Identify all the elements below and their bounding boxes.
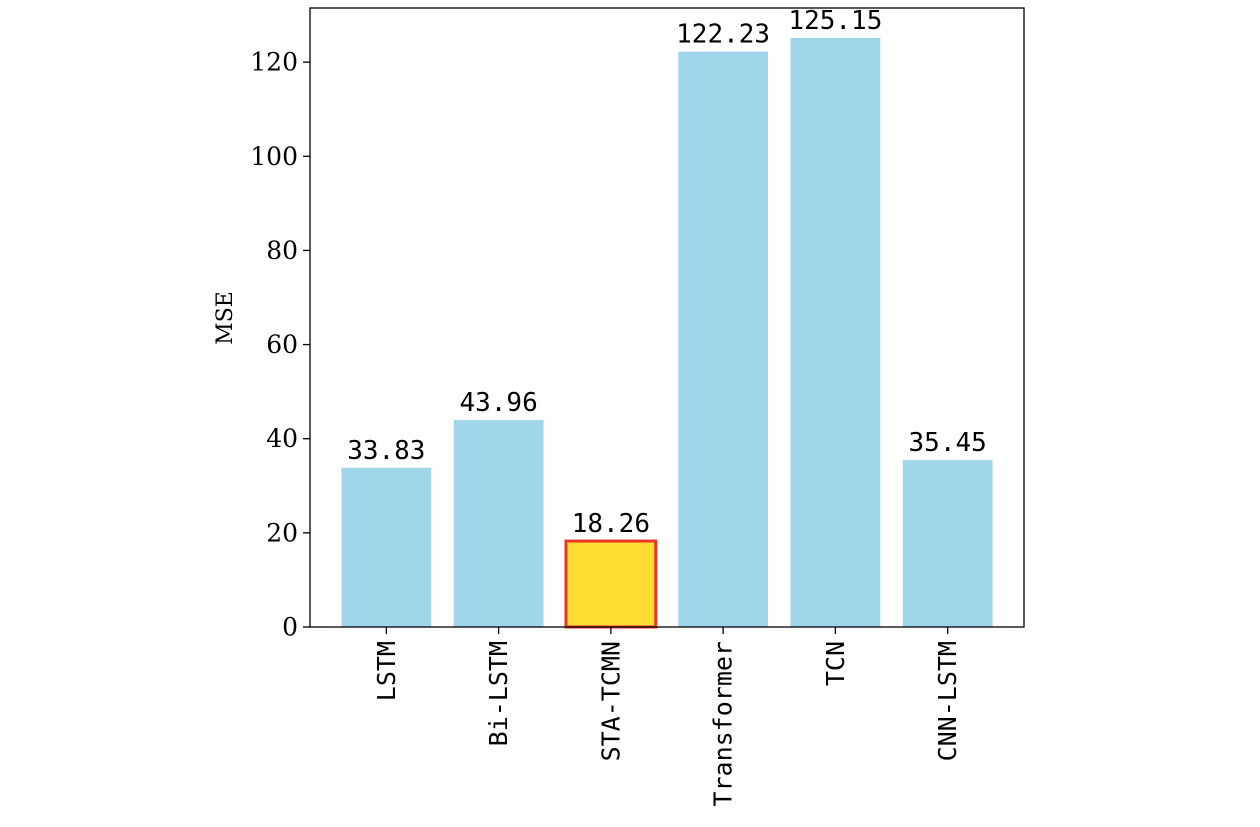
value-label: 35.45: [909, 428, 987, 458]
y-axis-ticks: 0 20 40 60 80 100 120: [250, 48, 310, 642]
x-tick-label: CNN-LSTM: [933, 641, 962, 761]
plot-frame: [309, 7, 1025, 628]
y-tick-label: 120: [250, 48, 298, 77]
value-label: 122.23: [676, 20, 770, 50]
bar-bi-lstm: [453, 420, 544, 627]
y-tick-label: 0: [282, 613, 298, 642]
y-tick-label: 100: [250, 142, 298, 171]
bar-cnn-lstm: [902, 460, 993, 627]
y-tick-label: 20: [266, 518, 298, 547]
x-tick-label: STA-TCMN: [596, 641, 625, 761]
y-axis-label: MSE: [213, 291, 238, 345]
y-tick-label: 60: [266, 330, 298, 359]
value-labels-layer: 33.83 43.96 18.26 122.23 125.15 35.45: [347, 6, 987, 539]
x-tick-label: Transformer: [709, 641, 738, 807]
x-tick-label: LSTM: [372, 641, 401, 701]
bars-layer: [341, 37, 993, 629]
x-axis-ticks: LSTM Bi-LSTM STA-TCMN Transformer TCN CNN-LST…: [372, 627, 962, 807]
bar-lstm: [341, 467, 432, 627]
value-label: 43.96: [459, 388, 537, 418]
value-label: 18.26: [572, 509, 650, 539]
bar-tcn: [790, 37, 881, 628]
bar-sta-tcmn: [564, 539, 658, 629]
value-label: 125.15: [788, 6, 882, 36]
y-tick-label: 80: [266, 236, 298, 265]
x-tick-label: TCN: [821, 641, 850, 686]
value-label: 33.83: [347, 436, 425, 466]
x-tick-label: Bi-LSTM: [484, 641, 513, 746]
bar-transformer: [678, 51, 769, 627]
y-tick-label: 40: [266, 424, 298, 453]
